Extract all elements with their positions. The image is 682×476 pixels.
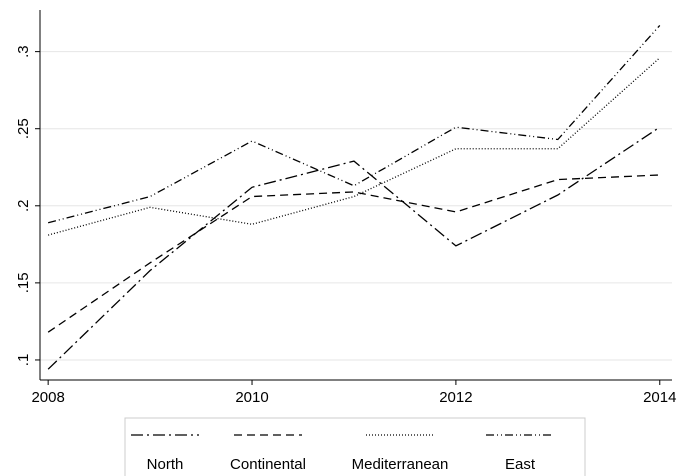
series-line [47,57,661,236]
y-tick-label: .2 [15,200,32,213]
series-line [47,126,661,370]
legend-label: East [505,456,536,473]
x-tick-label: 2014 [643,389,676,406]
x-tick-label: 2008 [31,389,64,406]
legend-label: Continental [230,456,306,473]
x-tick-label: 2010 [235,389,268,406]
legend-label: Mediterranean [352,456,449,473]
legend-label: North [147,456,184,473]
y-tick-label: .3 [15,45,32,58]
x-tick-label: 2012 [439,389,472,406]
y-tick-label: .15 [15,272,32,293]
y-tick-label: .25 [15,118,32,139]
series-line [47,174,660,333]
legend-box [124,417,586,476]
series-line [47,24,661,224]
y-tick-label: .1 [15,354,32,367]
